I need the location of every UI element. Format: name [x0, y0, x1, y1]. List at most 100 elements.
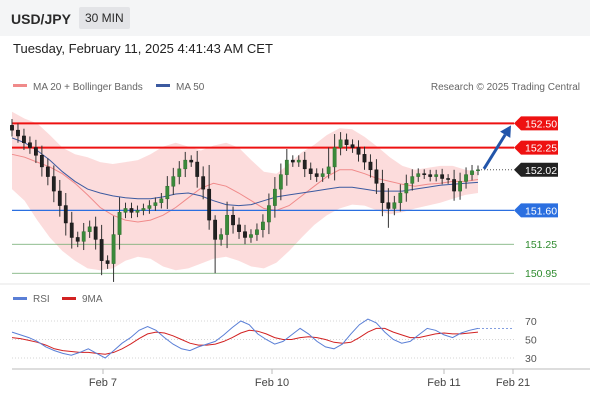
candle	[404, 183, 409, 194]
rsi-panel: 70 50 30	[11, 316, 537, 365]
rsi-level-label-30: 30	[525, 353, 537, 365]
credit-label: Research © 2025 Trading Central	[431, 82, 580, 93]
candle	[249, 234, 253, 238]
rsi-ma-legend-label: 9MA	[82, 294, 103, 305]
candle	[183, 159, 188, 170]
candle	[195, 161, 200, 177]
candle	[129, 208, 134, 213]
candle	[105, 260, 110, 264]
level-label-152.25: 152.25	[525, 143, 557, 155]
level-tag-152.50	[514, 116, 558, 131]
datetime-label: Tuesday, February 11, 2025 4:41:43 AM CE…	[13, 41, 273, 56]
level-label-151.25: 151.25	[525, 239, 557, 251]
candle	[446, 178, 451, 180]
candle	[368, 161, 373, 171]
candle	[159, 198, 164, 203]
candle	[344, 139, 349, 145]
x-tick-label: Feb 10	[255, 377, 289, 389]
candle	[458, 181, 462, 192]
candle	[296, 159, 301, 163]
candle	[237, 224, 241, 232]
candle	[10, 125, 14, 131]
rsi-ma-legend-swatch	[62, 297, 76, 300]
candle	[338, 139, 343, 148]
level-label-150.95: 150.95	[525, 268, 557, 280]
candle	[392, 202, 397, 209]
candle	[16, 129, 20, 137]
candle	[207, 188, 212, 221]
candle	[81, 231, 86, 242]
candle	[422, 173, 427, 175]
level-tag-152.25	[514, 140, 558, 155]
candle	[314, 173, 319, 177]
candle	[308, 168, 313, 174]
candle	[75, 237, 80, 242]
candle	[201, 176, 206, 190]
candle	[386, 202, 391, 209]
candle	[290, 159, 295, 163]
ma20-line	[11, 153, 479, 223]
bollinger-legend-label: MA 20 + Bollinger Bands	[33, 82, 143, 93]
candle	[278, 174, 283, 190]
x-tick-label: Feb 21	[496, 377, 530, 389]
candle	[231, 214, 235, 226]
candle	[428, 174, 433, 177]
candle	[147, 205, 152, 209]
candle	[99, 239, 104, 261]
rsi-level-label-50: 50	[525, 335, 537, 347]
candle	[326, 166, 331, 174]
rsi-level-label-70: 70	[525, 316, 537, 328]
candle	[213, 219, 218, 240]
level-tag-151.60	[514, 203, 558, 218]
candle	[440, 174, 445, 179]
candle	[398, 192, 403, 203]
ma50-legend-swatch	[156, 84, 170, 87]
candle	[452, 179, 456, 192]
candle	[177, 168, 182, 177]
candle	[39, 155, 44, 168]
timeframe-button[interactable]: 30 MIN	[79, 7, 130, 29]
candle	[51, 176, 56, 192]
candle	[302, 159, 307, 170]
candle	[380, 183, 385, 203]
bollinger-legend-swatch	[13, 84, 27, 87]
level-label-152.50: 152.50	[525, 118, 557, 130]
candle	[332, 147, 337, 168]
candle	[243, 231, 247, 238]
candle	[261, 221, 265, 230]
candle	[267, 205, 271, 223]
arrow-head-icon	[500, 125, 511, 138]
candle	[219, 234, 223, 240]
candle	[189, 159, 194, 163]
candle	[320, 173, 325, 177]
candle	[69, 222, 74, 238]
projection-arrow	[482, 133, 507, 170]
candle	[255, 229, 259, 235]
candle	[356, 147, 361, 155]
candle	[416, 173, 421, 177]
candle	[135, 210, 140, 213]
price-panel: 152.50 152.25 152.02 151.60 151.25 150.95	[10, 111, 558, 282]
candle	[123, 208, 128, 213]
level-label-152.02: 152.02	[525, 165, 557, 177]
candle	[272, 188, 277, 206]
rsi-line	[11, 318, 479, 359]
candle	[374, 169, 379, 184]
candle	[45, 166, 50, 177]
candle	[284, 159, 289, 175]
candle	[117, 212, 122, 235]
rsi-legend-swatch	[13, 297, 27, 300]
candle	[470, 170, 474, 175]
candle	[362, 154, 367, 163]
candle	[153, 202, 158, 206]
candle	[350, 144, 355, 148]
candle	[171, 176, 176, 187]
rsi-legend-label: RSI	[33, 294, 50, 305]
candle	[22, 135, 26, 143]
x-tick-label: Feb 11	[427, 377, 460, 389]
candle	[434, 174, 439, 177]
candle	[111, 234, 116, 264]
candle	[93, 226, 98, 240]
candle	[225, 214, 229, 235]
